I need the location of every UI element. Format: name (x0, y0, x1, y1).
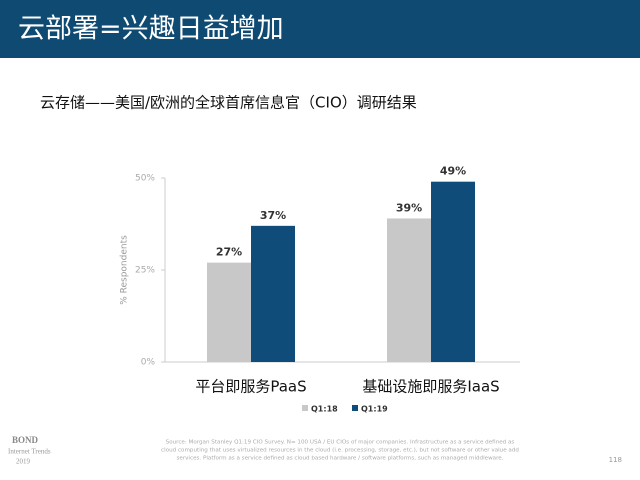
x-tick-label: 平台即服务PaaS (195, 378, 306, 396)
source-note: services. Platform as a service defined … (176, 456, 503, 462)
source-note: cloud computing that uses virtualized re… (161, 448, 519, 454)
slide-title: 云部署=兴趣日益增加 (18, 14, 284, 45)
value-label: 49% (440, 165, 466, 178)
brand: BOND (12, 435, 39, 445)
y-tick-label: 50% (135, 174, 155, 184)
source-note: Source: Morgan Stanley Q1:19 CIO Survey.… (166, 440, 515, 446)
bar (207, 262, 251, 362)
legend-label: Q1:18 (311, 405, 338, 414)
chart-title: 云存储——美国/欧洲的全球首席信息官（CIO）调研结果 (40, 94, 417, 112)
bar (431, 181, 475, 362)
legend-swatch (302, 405, 308, 411)
brand: Internet Trends (8, 448, 51, 456)
value-label: 37% (260, 209, 286, 222)
brand: 2019 (16, 458, 31, 466)
y-axis-label: % Respondents (120, 235, 130, 305)
legend-label: Q1:19 (361, 405, 388, 414)
page-number: 118 (609, 456, 622, 464)
header-band (0, 0, 640, 58)
x-tick-label: 基础设施即服务IaaS (362, 378, 499, 396)
bar (251, 225, 295, 362)
value-label: 27% (216, 246, 242, 259)
legend-swatch (352, 405, 358, 411)
value-label: 39% (396, 201, 422, 214)
bar (387, 218, 431, 362)
y-tick-label: 25% (135, 266, 155, 276)
y-tick-label: 0% (141, 358, 156, 368)
